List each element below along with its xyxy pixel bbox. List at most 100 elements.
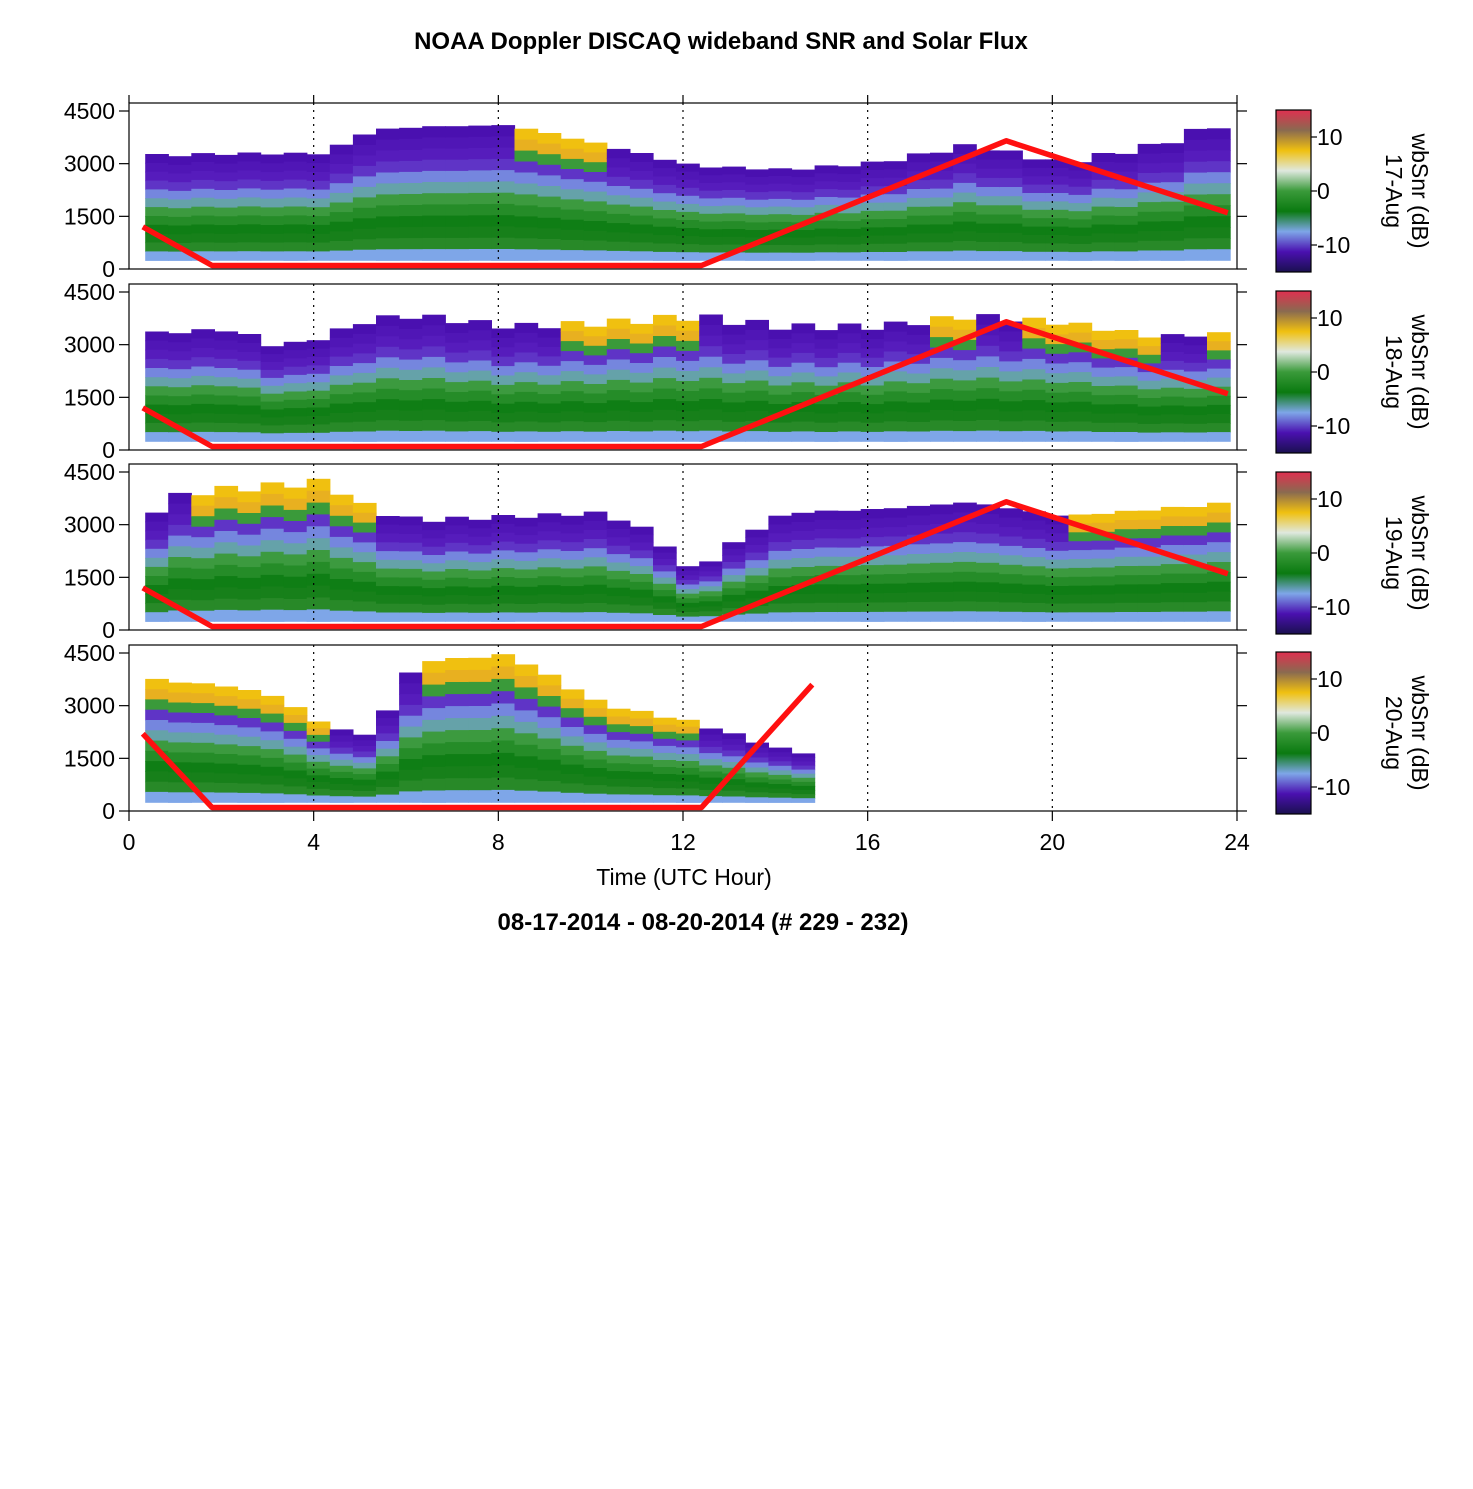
snr-cell xyxy=(699,734,723,742)
snr-cell xyxy=(260,784,285,794)
snr-cell xyxy=(606,716,631,725)
snr-cell xyxy=(145,585,169,595)
snr-cell xyxy=(1183,611,1208,622)
snr-cell xyxy=(953,522,977,533)
snr-cell xyxy=(491,789,516,803)
snr-cell xyxy=(676,767,700,776)
solar-flux-line xyxy=(141,319,1229,450)
snr-cell xyxy=(376,718,400,727)
snr-cell xyxy=(1183,345,1208,355)
snr-cell xyxy=(399,612,423,622)
snr-cell xyxy=(1183,573,1208,584)
snr-cell xyxy=(629,574,654,583)
snr-cell xyxy=(883,583,908,594)
snr-cell xyxy=(560,568,585,578)
snr-cell xyxy=(422,612,446,622)
snr-cell xyxy=(1091,540,1116,551)
snr-cell xyxy=(352,363,377,374)
snr-cell xyxy=(537,164,562,176)
snr-cell xyxy=(1091,395,1116,405)
snr-cell xyxy=(906,334,931,346)
y-tick-label: 0 xyxy=(102,798,115,824)
snr-cell xyxy=(514,362,539,373)
snr-cell xyxy=(283,554,308,567)
snr-cell xyxy=(1045,542,1070,552)
snr-cell xyxy=(399,138,423,151)
snr-cell xyxy=(560,586,585,596)
snr-cell xyxy=(1022,548,1046,558)
snr-cell xyxy=(168,173,192,183)
snr-cell xyxy=(722,221,746,230)
snr-cell xyxy=(191,375,215,386)
snr-cell xyxy=(676,228,700,237)
snr-cell xyxy=(606,148,631,159)
snr-cell xyxy=(214,340,239,351)
snr-cell xyxy=(145,432,169,442)
snr-cell xyxy=(860,527,885,538)
snr-cell xyxy=(1045,524,1070,534)
snr-cell xyxy=(260,493,285,507)
snr-cell xyxy=(399,726,423,738)
snr-cell xyxy=(976,523,1000,535)
snr-cell xyxy=(237,599,262,611)
snr-cell xyxy=(514,150,539,163)
snr-cell xyxy=(329,192,354,204)
snr-cell xyxy=(260,425,285,434)
snr-cell xyxy=(930,368,954,380)
snr-cell xyxy=(1114,162,1139,173)
snr-cell xyxy=(629,323,654,335)
snr-cell xyxy=(606,724,631,733)
snr-cell xyxy=(260,354,285,363)
snr-cell xyxy=(329,183,354,194)
snr-cell xyxy=(514,411,539,423)
snr-cell xyxy=(653,325,677,337)
snr-cell xyxy=(1183,564,1208,575)
snr-cell xyxy=(399,560,423,570)
snr-cell xyxy=(537,540,562,550)
snr-cell xyxy=(145,216,169,226)
snr-cell xyxy=(214,715,239,726)
snr-cell xyxy=(422,604,446,614)
snr-cell xyxy=(1137,593,1162,604)
snr-cell xyxy=(237,405,262,415)
snr-cell xyxy=(422,388,446,400)
snr-cell xyxy=(260,731,285,741)
snr-cell xyxy=(676,179,700,189)
snr-cell xyxy=(399,359,423,371)
snr-cell xyxy=(1160,602,1185,613)
snr-cell xyxy=(306,795,331,803)
snr-cell xyxy=(699,325,723,337)
snr-cell xyxy=(1114,510,1139,521)
snr-cell xyxy=(953,250,977,261)
snr-cell xyxy=(814,244,839,253)
snr-cell xyxy=(1022,420,1046,432)
snr-cell xyxy=(214,233,239,244)
snr-cell xyxy=(722,174,746,183)
snr-cell xyxy=(999,331,1023,343)
snr-cell xyxy=(468,681,492,695)
snr-cell xyxy=(214,349,239,360)
snr-cell xyxy=(1022,209,1046,219)
snr-cell xyxy=(537,365,562,376)
snr-cell xyxy=(145,349,169,360)
snr-cell xyxy=(399,127,423,140)
snr-cell xyxy=(237,161,262,172)
snr-cell xyxy=(1207,341,1231,351)
snr-cell xyxy=(999,205,1023,215)
snr-cell xyxy=(583,221,608,232)
snr-cell xyxy=(976,572,1000,583)
snr-cell xyxy=(399,205,423,217)
snr-cell xyxy=(629,197,654,208)
snr-cell xyxy=(422,409,446,421)
snr-cell xyxy=(329,589,354,601)
snr-cell xyxy=(306,207,331,217)
snr-cell xyxy=(976,553,1000,564)
snr-cell xyxy=(930,514,954,525)
snr-cell xyxy=(653,745,677,754)
snr-cell xyxy=(699,777,723,785)
snr-cell xyxy=(583,759,608,769)
snr-cell xyxy=(306,432,331,442)
snr-cell xyxy=(306,180,331,191)
snr-cell xyxy=(514,578,539,588)
snr-cell xyxy=(1114,224,1139,235)
